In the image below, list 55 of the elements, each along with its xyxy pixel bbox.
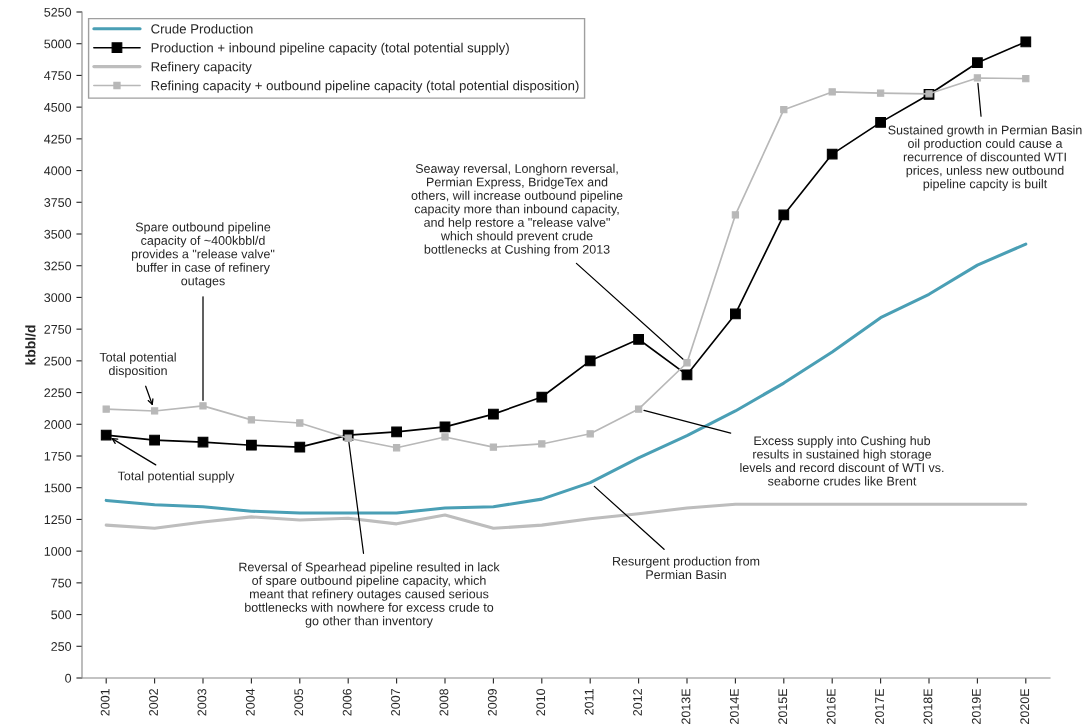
x-tick-label: 2001 — [100, 689, 110, 716]
x-tick-label: 2002 — [149, 689, 158, 716]
annotation: Spare outbound pipeline capacity of ~400kbbl/d provides a "release valve" buffer in case of refinery outages — [131, 222, 275, 288]
y-tick-label: 4500 — [44, 102, 72, 112]
y-tick-label: 3000 — [44, 293, 72, 303]
y-tick-label: 500 — [51, 610, 72, 620]
y-tick-label: 1500 — [44, 483, 72, 493]
x-tick-label: 2006 — [342, 688, 352, 716]
x-tick-label: 2008 — [439, 688, 449, 716]
annotation: Reversal of Spearhead pipeline resulted in lack of spare outbound pipeline capacity, which meant that refinery outages caused serious bottlenecks with nowhere for excess crude to go other than inventory — [239, 562, 500, 628]
y-tick-label: 1750 — [44, 451, 72, 461]
x-tick-label: 2019E — [971, 688, 981, 724]
annotation: Resurgent production from Permian Basin — [613, 556, 760, 580]
y-tick-label: 2250 — [44, 388, 72, 398]
y-tick-label: 5250 — [44, 7, 72, 17]
legend-label: Crude Production — [151, 23, 253, 34]
y-tick-label: 1000 — [44, 546, 72, 556]
annotation: Seaway reversal, Longhorn reversal, Permian Express, BridgeTex and others, will increase outbound pipeline capacity more than inbound capacity, and help restore a "release valve" which should prevent crude bottlenecks at Cushing from 2013 — [411, 163, 623, 257]
y-tick-label: 750 — [51, 578, 72, 588]
x-tick-label: 2003 — [197, 688, 207, 716]
y-axis-title: kbbl/d — [25, 325, 36, 365]
annotation: Total potential supply — [117, 471, 235, 483]
y-tick-label: 2000 — [44, 420, 72, 429]
y-tick-label: 3250 — [44, 261, 72, 271]
x-tick-label: 2015E — [778, 688, 788, 724]
legend-label: Production + inbound pipeline capacity (total potential supply) — [151, 42, 509, 56]
legend-label: Refining capacity + outbound pipeline capacity (total potential disposition) — [151, 80, 579, 93]
x-tick-label: 2004 — [245, 688, 255, 716]
y-tick-label: 2500 — [44, 356, 72, 366]
y-tick-label: 5000 — [44, 39, 72, 49]
y-tick-label: 4750 — [44, 71, 72, 81]
y-tick-label: 4250 — [44, 134, 72, 144]
x-tick-label: 2017E — [875, 688, 884, 724]
x-tick-label: 2020E — [1020, 688, 1030, 724]
x-tick-label: 2014E — [729, 688, 739, 724]
annotation: Total potential disposition — [99, 352, 176, 378]
y-tick-label: 250 — [51, 642, 72, 651]
x-tick-label: 2005 — [294, 688, 304, 716]
x-tick-label: 2013E — [681, 688, 691, 724]
x-tick-label: 2012 — [633, 689, 642, 716]
y-tick-label: 2750 — [44, 324, 72, 334]
x-tick-label: 2018E — [923, 688, 933, 724]
legend-label: Refinery capacity — [151, 61, 252, 74]
x-tick-label: 2007 — [391, 689, 400, 716]
x-tick-label: 2010 — [536, 688, 546, 716]
annotation: Excess supply into Cushing hub results in sustained high storage levels and record discount of WTI vs. seaborne crudes like Brent — [740, 435, 944, 486]
y-tick-label: 0 — [65, 673, 72, 683]
y-tick-label: 3750 — [44, 198, 72, 207]
x-tick-label: 2016E — [826, 688, 836, 724]
annotation: Sustained growth in Permian Basin oil production could cause a recurrence of discounted WTI prices, unless new outbound pipeline capcity is built — [888, 125, 1082, 191]
y-tick-label: 1250 — [44, 515, 72, 525]
x-tick-label: 2009 — [487, 689, 497, 716]
x-tick-label: 2011 — [584, 689, 594, 715]
y-tick-label: 4000 — [44, 166, 72, 176]
y-tick-label: 3500 — [44, 229, 72, 239]
